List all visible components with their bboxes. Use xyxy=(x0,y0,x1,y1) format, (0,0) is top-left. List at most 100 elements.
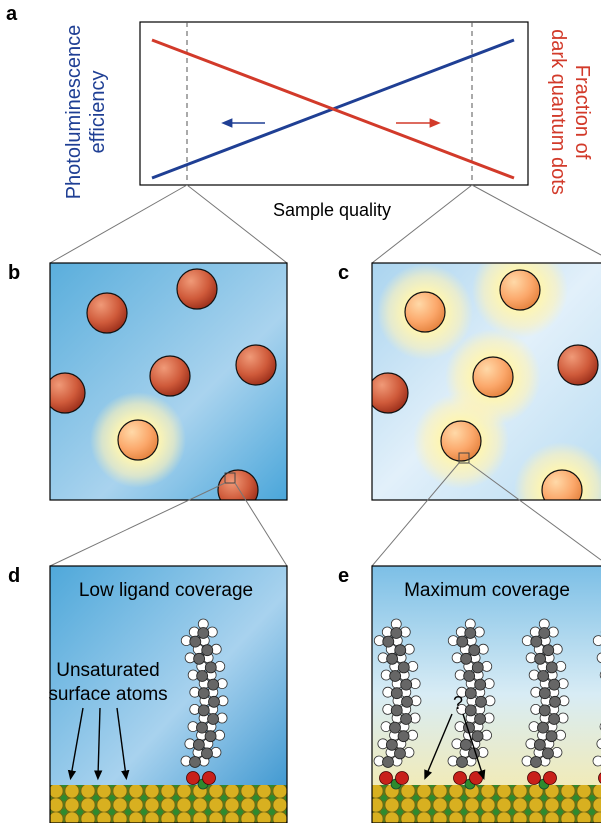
carbon xyxy=(472,731,483,742)
carbon xyxy=(401,679,412,690)
bright-dot xyxy=(542,470,582,510)
carbon xyxy=(205,731,216,742)
carbon xyxy=(391,688,402,699)
carbon xyxy=(383,757,394,768)
carbon xyxy=(390,671,401,682)
carbon xyxy=(457,636,468,647)
zoom-lines xyxy=(50,185,601,263)
panel-e xyxy=(372,566,601,823)
carbon xyxy=(546,731,557,742)
carbon xyxy=(383,636,394,647)
carbon xyxy=(464,671,475,682)
carbon xyxy=(395,645,406,656)
carbon xyxy=(475,696,486,707)
carbon xyxy=(537,722,548,733)
carbon xyxy=(472,662,483,673)
carbon xyxy=(535,653,546,664)
carbon xyxy=(190,757,201,768)
carbon xyxy=(208,714,219,725)
carbon xyxy=(208,696,219,707)
dark-dot xyxy=(558,345,598,385)
bright-dot xyxy=(118,420,158,460)
carbon xyxy=(391,628,402,639)
annotation: ? xyxy=(453,693,463,713)
bright-dot xyxy=(441,421,481,461)
oxygen xyxy=(528,772,541,785)
carbon xyxy=(531,757,542,768)
dark-dot xyxy=(236,345,276,385)
carbon xyxy=(539,628,550,639)
carbon xyxy=(465,705,476,716)
carbon xyxy=(539,705,550,716)
carbon xyxy=(549,679,560,690)
bright-dot xyxy=(500,270,540,310)
carbon xyxy=(401,696,412,707)
carbon xyxy=(461,653,472,664)
annotation: Unsaturated xyxy=(56,660,160,681)
carbon xyxy=(546,662,557,673)
dark-dot xyxy=(150,356,190,396)
carbon xyxy=(475,679,486,690)
label-line: efficiency xyxy=(87,70,109,153)
carbon xyxy=(194,653,205,664)
annotation: surface atoms xyxy=(48,684,167,705)
carbon xyxy=(391,705,402,716)
oxygen xyxy=(380,772,393,785)
carbon xyxy=(389,722,400,733)
label-line: Photoluminescence xyxy=(63,25,85,200)
carbon xyxy=(198,628,209,639)
y-right-label: Fraction of dark quantum dots xyxy=(547,29,593,195)
carbon xyxy=(401,714,412,725)
carbon xyxy=(398,662,409,673)
carbon xyxy=(465,688,476,699)
carbon xyxy=(539,688,550,699)
panel-label: b xyxy=(8,262,20,284)
carbon xyxy=(208,679,219,690)
carbon xyxy=(398,731,409,742)
figure: a Photoluminescence efficiency Fraction … xyxy=(0,0,601,823)
panel-b xyxy=(45,263,287,510)
hydrogen xyxy=(593,756,601,766)
carbon xyxy=(197,671,208,682)
panel-label: e xyxy=(338,565,349,587)
carbon xyxy=(469,645,480,656)
carbon xyxy=(202,645,213,656)
hydrogen xyxy=(593,636,601,646)
panel-title: Maximum coverage xyxy=(404,580,570,601)
carbon xyxy=(542,748,553,759)
bright-dot xyxy=(405,292,445,332)
dark-dot xyxy=(177,269,217,309)
oxygen xyxy=(203,772,216,785)
panel-c xyxy=(368,242,601,538)
carbon xyxy=(534,739,545,750)
carbon xyxy=(549,714,560,725)
dark-dot xyxy=(218,470,258,510)
oxygen xyxy=(470,772,483,785)
carbon xyxy=(196,722,207,733)
y-left-label: Photoluminescence efficiency xyxy=(63,25,109,200)
carbon xyxy=(549,696,560,707)
carbon xyxy=(465,628,476,639)
panel-label: c xyxy=(338,262,349,284)
page: a Photoluminescence efficiency Fraction … xyxy=(0,0,601,823)
carbon xyxy=(193,739,204,750)
dark-dot xyxy=(45,373,85,413)
carbon xyxy=(387,653,398,664)
carbon xyxy=(198,705,209,716)
oxygen xyxy=(544,772,557,785)
oxygen xyxy=(454,772,467,785)
dark-dot xyxy=(87,293,127,333)
panel-label: a xyxy=(6,3,18,25)
carbon xyxy=(538,671,549,682)
dark-dot xyxy=(368,373,408,413)
panel-title: Low ligand coverage xyxy=(79,580,253,601)
carbon xyxy=(190,636,201,647)
carbon xyxy=(531,636,542,647)
oxygen xyxy=(187,772,200,785)
carbon xyxy=(205,662,216,673)
carbon xyxy=(460,739,471,750)
panel-label: d xyxy=(8,565,20,587)
label-line: dark quantum dots xyxy=(547,29,569,195)
bright-dot xyxy=(473,357,513,397)
carbon xyxy=(543,645,554,656)
